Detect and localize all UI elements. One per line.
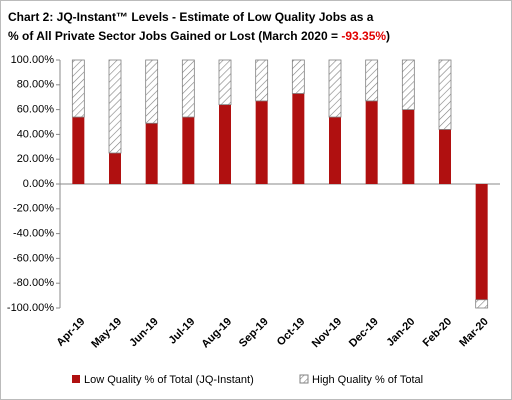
bar-segment	[145, 59, 159, 124]
y-tick-label: -40.00%	[13, 228, 54, 240]
bar-segment	[145, 123, 158, 184]
bar-segment	[475, 184, 488, 300]
bar-segment	[255, 100, 268, 184]
bar-segment	[255, 59, 269, 102]
y-tick-label: 60.00%	[17, 104, 55, 116]
bar-segment	[182, 117, 195, 184]
title-suffix: )	[386, 29, 390, 43]
title-line: % of All Private Sector Jobs Gained or L…	[8, 29, 338, 43]
bar-segment	[292, 93, 305, 184]
y-tick-label: 20.00%	[17, 153, 55, 165]
bar-segment	[219, 104, 231, 184]
legend-swatch	[299, 374, 309, 384]
y-tick-label: 80.00%	[17, 79, 55, 91]
chart-title: % of All Private Sector Jobs Gained or L…	[8, 29, 390, 43]
bar-segment	[402, 109, 415, 184]
bar-segment	[365, 59, 379, 102]
legend-label: High Quality % of Total	[312, 374, 423, 386]
bar-segment	[108, 59, 122, 154]
legend-swatch	[72, 375, 80, 383]
bar-segment	[365, 100, 378, 184]
legend-label: Low Quality % of Total (JQ-Instant)	[84, 374, 254, 386]
y-tick-label: -20.00%	[13, 203, 54, 215]
y-tick-label: 100.00%	[11, 54, 55, 66]
bar-segment	[328, 59, 342, 118]
bar-segment	[109, 153, 121, 184]
bar-segment	[439, 129, 451, 184]
bar-segment	[218, 59, 232, 106]
y-tick-label: 0.00%	[23, 178, 54, 190]
y-tick-label: 40.00%	[17, 128, 55, 140]
bar-segment	[181, 59, 195, 118]
bar-segment	[72, 117, 85, 184]
chart-title: Chart 2: JQ-Instant™ Levels - Estimate o…	[8, 10, 374, 24]
y-tick-label: -100.00%	[7, 302, 54, 314]
bar-segment	[401, 59, 415, 110]
bar-segment	[291, 59, 305, 94]
bar-segment	[329, 117, 341, 184]
y-tick-label: -60.00%	[13, 252, 54, 264]
bar-segment	[71, 59, 85, 118]
title-value: -93.35%	[341, 29, 386, 43]
bar-segment	[475, 299, 489, 309]
bar-segment	[438, 59, 452, 130]
y-tick-label: -80.00%	[13, 277, 54, 289]
